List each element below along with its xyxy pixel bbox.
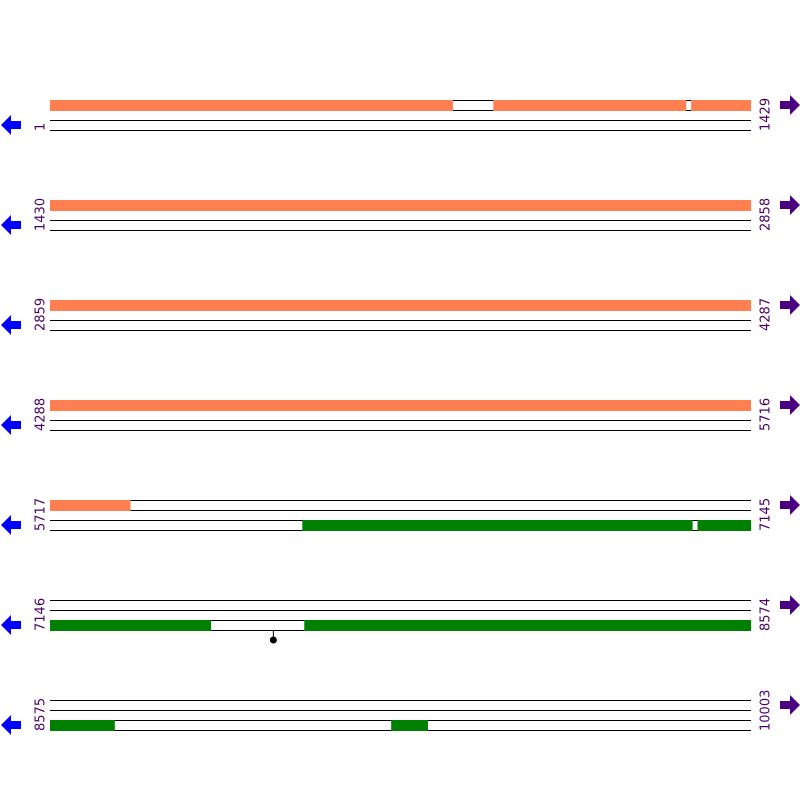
reverse-arrow (1, 315, 21, 335)
row-end-label: 10003 (759, 690, 774, 731)
feature (302, 520, 693, 531)
feature (50, 200, 751, 211)
feature (697, 520, 751, 531)
reverse-arrow (1, 715, 21, 735)
feature (50, 620, 212, 631)
forward-arrow (780, 595, 800, 615)
forward-arrow (780, 695, 800, 715)
row-start-label: 8575 (34, 698, 49, 731)
feature (691, 100, 751, 111)
row-start-label: 4288 (34, 398, 49, 431)
row-start-label: 2859 (34, 298, 49, 331)
forward-arrow (780, 495, 800, 515)
feature (391, 720, 428, 731)
row-end-label: 8574 (759, 598, 774, 631)
row-start-label: 1430 (34, 198, 49, 231)
feature (50, 720, 115, 731)
reverse-arrow (1, 215, 21, 235)
feature (304, 620, 751, 631)
row-end-label: 5716 (759, 398, 774, 431)
forward-arrow (780, 95, 800, 115)
forward-arrow (780, 195, 800, 215)
reverse-arrow (1, 115, 21, 135)
forward-arrow (780, 395, 800, 415)
reverse-arrow (1, 415, 21, 435)
reverse-arrow (1, 515, 21, 535)
row-end-label: 7145 (759, 498, 774, 531)
marker-dot (269, 636, 277, 644)
feature (50, 300, 751, 311)
reverse-arrow (1, 615, 21, 635)
feature (493, 100, 687, 111)
forward-arrow (780, 295, 800, 315)
row-end-label: 4287 (759, 298, 774, 331)
row-end-label: 1429 (759, 98, 774, 131)
feature (50, 100, 454, 111)
feature (50, 500, 131, 511)
row-start-label: 5717 (34, 498, 49, 531)
row-start-label: 1 (34, 123, 49, 131)
feature (50, 400, 751, 411)
row-start-label: 7146 (34, 598, 49, 631)
row-end-label: 2858 (759, 198, 774, 231)
